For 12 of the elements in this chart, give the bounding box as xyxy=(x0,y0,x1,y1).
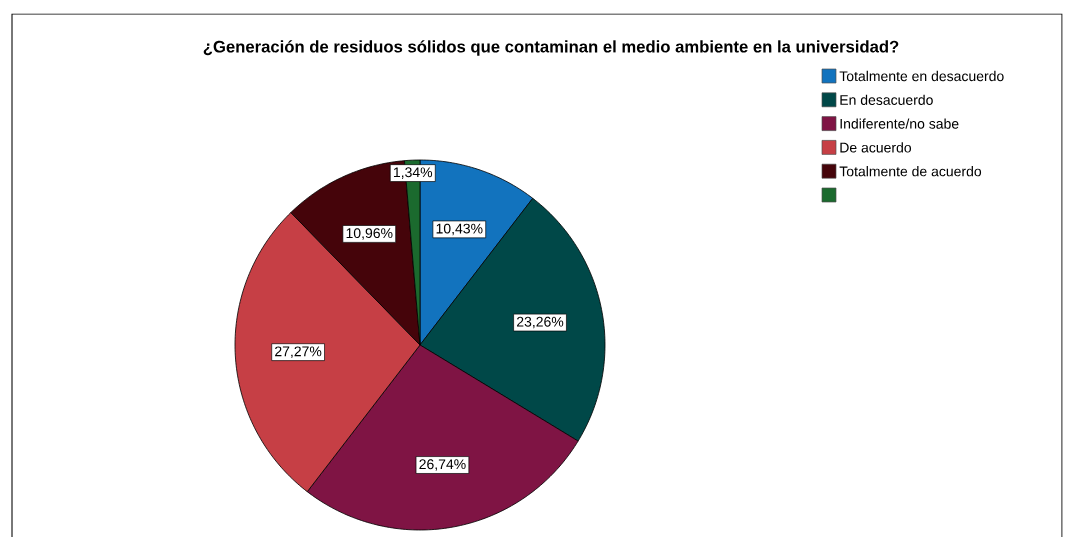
legend-label: De acuerdo xyxy=(840,142,912,153)
legend-label: Totalmente de acuerdo xyxy=(839,166,982,177)
data-label: 23,26% xyxy=(517,316,564,329)
chart-title: ¿Generación de residuos sólidos que contaminan el medio ambiente en la universidad? xyxy=(203,40,899,56)
data-label: 27,27% xyxy=(275,346,322,358)
legend-label: Totalmente en desacuerdo xyxy=(839,70,1004,82)
legend-label: Indiferente/no sabe xyxy=(840,118,959,129)
data-label: 10,96% xyxy=(346,228,393,240)
data-label: 10,43% xyxy=(436,223,483,236)
data-label: 1,34% xyxy=(393,167,433,179)
data-label: 26,74% xyxy=(419,459,466,471)
legend-label: En desacuerdo xyxy=(840,94,933,105)
